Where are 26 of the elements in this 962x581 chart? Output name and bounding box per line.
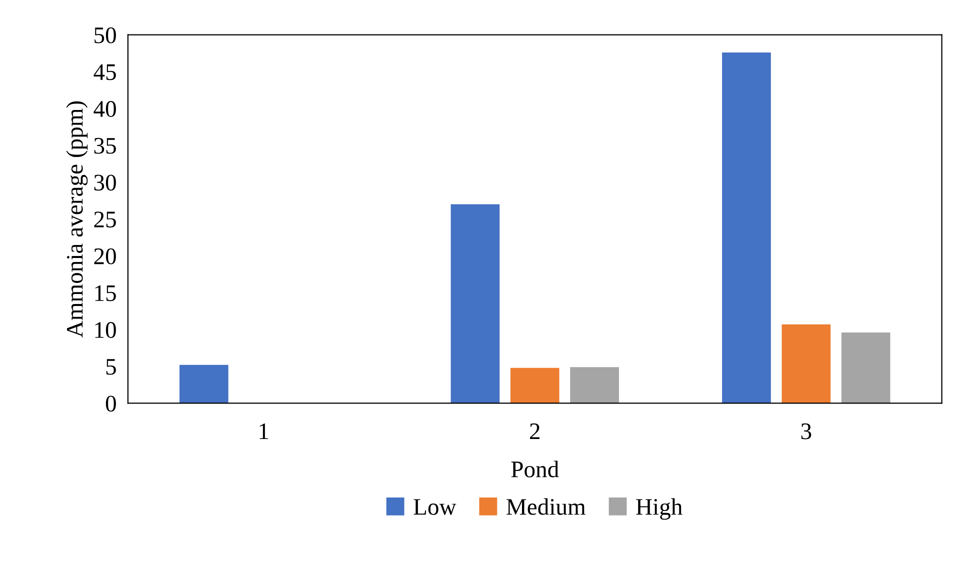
y-tick-label: 5 xyxy=(106,359,116,375)
y-tick-label: 40 xyxy=(94,101,116,117)
bar xyxy=(841,332,890,404)
y-tick-label: 25 xyxy=(94,212,116,228)
y-tick-label: 45 xyxy=(94,64,116,80)
y-tick-label: 20 xyxy=(94,248,116,264)
legend-label: High xyxy=(636,498,682,520)
bar xyxy=(510,368,560,404)
y-tick-label: 10 xyxy=(95,322,116,338)
y-tick-label: 50 xyxy=(94,27,116,44)
bar xyxy=(782,324,831,404)
y-tick-label: 0 xyxy=(106,396,116,412)
x-tick-label: 3 xyxy=(801,423,812,440)
x-tick-label: 1 xyxy=(260,423,268,440)
y-tick-label: 30 xyxy=(94,174,116,191)
bar xyxy=(570,367,619,404)
x-axis-title: Pond xyxy=(511,460,559,478)
bar xyxy=(450,204,500,404)
legend-label: Medium xyxy=(506,498,586,515)
bar xyxy=(179,364,228,404)
legend-label: Low xyxy=(414,499,456,515)
y-tick-label: 35 xyxy=(94,138,116,154)
y-tick-label: 15 xyxy=(95,285,116,302)
bar xyxy=(722,52,771,404)
x-tick-label: 2 xyxy=(530,423,540,440)
y-axis-title: Ammonia average (ppm) xyxy=(66,101,88,338)
